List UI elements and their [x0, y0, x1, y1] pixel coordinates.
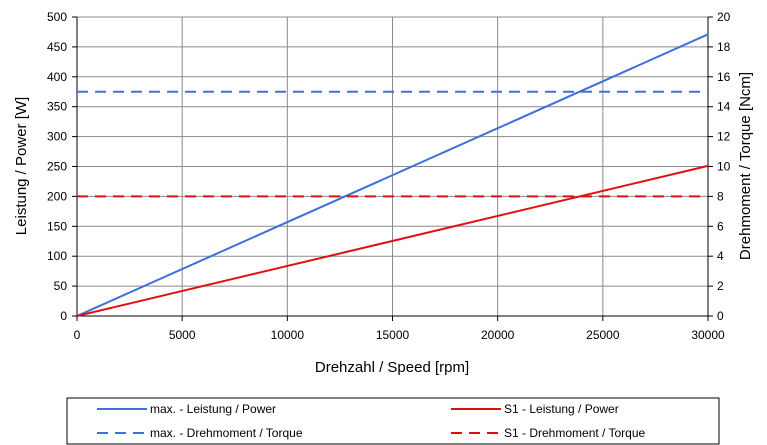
- y2-tick-label: 4: [717, 249, 724, 263]
- y-tick-label: 400: [47, 70, 67, 84]
- x-axis-ticks: 0 5000 10000 15000 20000 25000 30000: [74, 316, 725, 342]
- y-axis-title: Leistung / Power [W]: [13, 97, 30, 235]
- x-tick-label: 5000: [169, 328, 196, 342]
- y2-tick-label: 2: [717, 279, 724, 293]
- y-tick-label: 0: [60, 309, 67, 323]
- x-tick-label: 0: [74, 328, 81, 342]
- legend-label: S1 - Leistung / Power: [504, 402, 619, 416]
- x-tick-label: 20000: [481, 328, 515, 342]
- legend: max. - Leistung / Power max. - Drehmoment…: [66, 397, 720, 445]
- y2-tick-label: 8: [717, 189, 724, 203]
- y-tick-label: 450: [47, 40, 67, 54]
- x-tick-label: 25000: [586, 328, 620, 342]
- y2-tick-label: 0: [717, 309, 724, 323]
- grid: [76, 16, 709, 317]
- y2-tick-label: 10: [717, 160, 731, 174]
- series-layer: [76, 33, 709, 317]
- y-tick-label: 200: [47, 189, 67, 203]
- y2-tick-label: 16: [717, 70, 731, 84]
- y2-tick-label: 14: [717, 100, 731, 114]
- y2-tick-label: 6: [717, 219, 724, 233]
- y-tick-label: 350: [47, 100, 67, 114]
- y-tick-label: 300: [47, 130, 67, 144]
- x-axis-title: Drehzahl / Speed [rpm]: [315, 359, 469, 376]
- y-tick-label: 500: [47, 10, 67, 24]
- y-tick-label: 100: [47, 249, 67, 263]
- legend-box: [66, 397, 720, 445]
- y-tick-label: 150: [47, 219, 67, 233]
- y2-tick-label: 18: [717, 40, 731, 54]
- x-tick-label: 15000: [376, 328, 410, 342]
- legend-label: max. - Drehmoment / Torque: [150, 426, 303, 440]
- legend-label: S1 - Drehmoment / Torque: [504, 426, 646, 440]
- y2-tick-label: 12: [717, 130, 731, 144]
- y-axis-ticks: 0 50 100 150 200 250 300 350 400 450 500: [47, 10, 77, 323]
- y2-axis-title: Drehmoment / Torque [Ncm]: [737, 72, 754, 260]
- y-tick-label: 250: [47, 160, 67, 174]
- y2-axis-ticks: 0 2 4 6 8 10 12 14 16 18 20: [708, 10, 731, 323]
- series-line: [76, 33, 709, 317]
- legend-label: max. - Leistung / Power: [150, 402, 276, 416]
- y2-tick-label: 20: [717, 10, 731, 24]
- x-tick-label: 10000: [271, 328, 305, 342]
- y-tick-label: 50: [54, 279, 68, 293]
- x-tick-label: 30000: [691, 328, 725, 342]
- series-line: [76, 164, 709, 317]
